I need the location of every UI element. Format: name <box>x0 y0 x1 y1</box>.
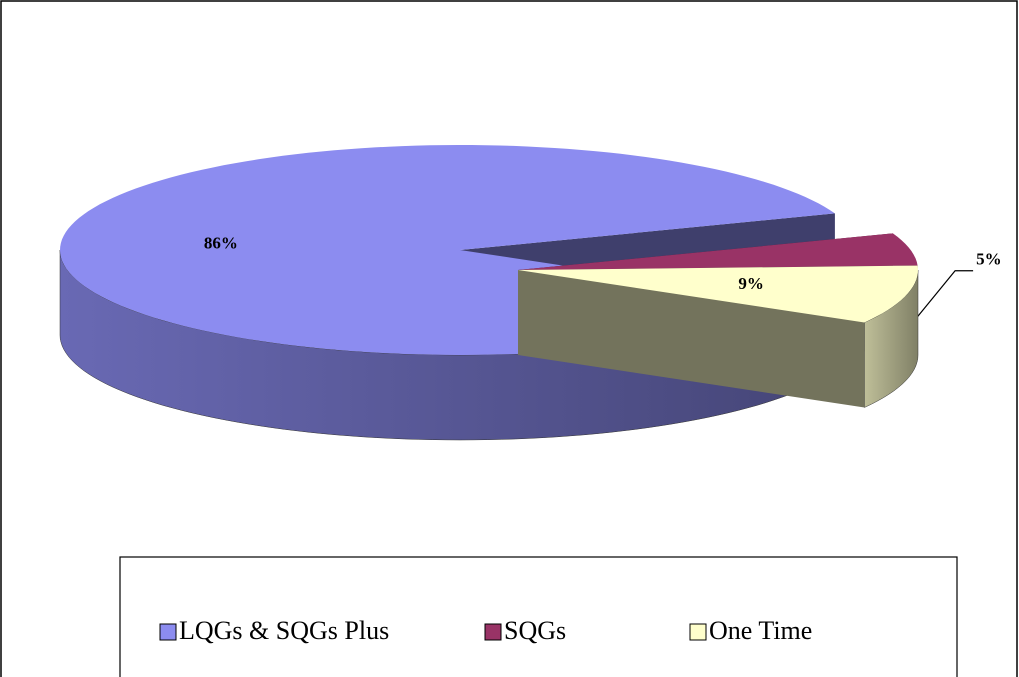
legend-label: LQGs & SQGs Plus <box>179 616 389 645</box>
slice <box>518 233 918 270</box>
pie: 86% 5% 9% <box>59 145 1002 441</box>
leader-line <box>909 270 974 327</box>
legend-label: One Time <box>709 616 812 645</box>
legend-swatch <box>689 623 707 641</box>
data-label: 86% <box>204 234 238 253</box>
legend-swatch <box>159 623 177 641</box>
data-label: 9% <box>738 274 764 293</box>
data-label: 5% <box>976 250 1002 269</box>
legend-box <box>119 556 958 677</box>
legend-label: SQGs <box>504 616 566 645</box>
slice <box>518 265 918 323</box>
legend: LQGs & SQGs Plus SQGs One Time <box>159 616 812 645</box>
legend-swatch <box>484 623 502 641</box>
slice-side <box>518 270 865 408</box>
